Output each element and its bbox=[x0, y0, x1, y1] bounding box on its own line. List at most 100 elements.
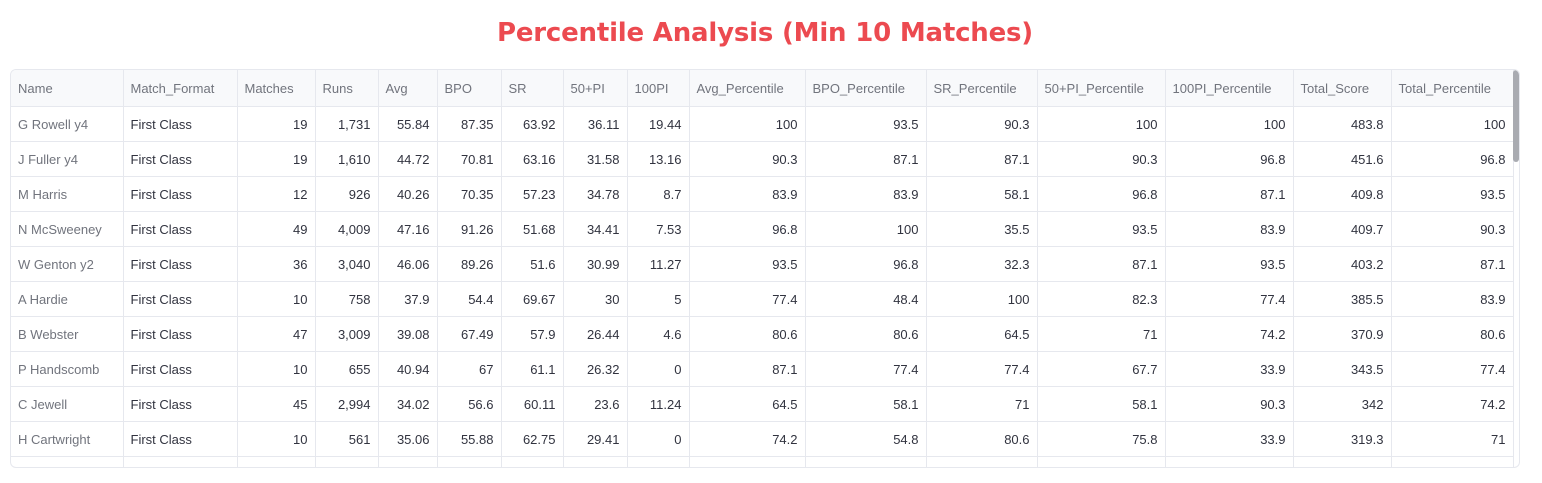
vertical-scrollbar[interactable] bbox=[1513, 70, 1519, 162]
table-cell[interactable]: 80.6 bbox=[926, 421, 1038, 457]
table-cell[interactable] bbox=[501, 456, 564, 467]
table-cell[interactable]: 34.78 bbox=[563, 176, 628, 212]
table-cell[interactable]: 83.9 bbox=[689, 176, 806, 212]
table-cell[interactable]: 451.6 bbox=[1293, 141, 1392, 177]
table-cell[interactable]: 93.5 bbox=[1165, 246, 1294, 282]
table-cell[interactable]: 926 bbox=[315, 176, 379, 212]
table-cell[interactable]: 77.4 bbox=[1391, 351, 1514, 387]
column-header-avg-percentile[interactable]: Avg_Percentile bbox=[689, 70, 806, 107]
table-cell[interactable]: 10 bbox=[237, 281, 316, 317]
table-cell[interactable]: 93.5 bbox=[1037, 211, 1166, 247]
table-cell[interactable]: 100 bbox=[1037, 106, 1166, 142]
table-cell[interactable]: C Jewell bbox=[11, 386, 124, 422]
table-cell[interactable] bbox=[11, 456, 124, 467]
column-header-bpo[interactable]: BPO bbox=[437, 70, 502, 107]
table-cell[interactable]: 56.6 bbox=[437, 386, 502, 422]
table-cell[interactable]: 3,009 bbox=[315, 316, 379, 352]
table-cell[interactable]: 12 bbox=[237, 176, 316, 212]
table-cell[interactable]: 63.16 bbox=[501, 141, 564, 177]
table-cell[interactable]: 35.06 bbox=[378, 421, 438, 457]
column-header-match-format[interactable]: Match_Format bbox=[123, 70, 238, 107]
table-cell[interactable]: 33.9 bbox=[1165, 421, 1294, 457]
table-cell[interactable]: 87.1 bbox=[1037, 246, 1166, 282]
table-cell[interactable]: 45 bbox=[237, 386, 316, 422]
table-cell[interactable]: W Genton y2 bbox=[11, 246, 124, 282]
table-cell[interactable]: 80.6 bbox=[805, 316, 927, 352]
table-cell[interactable]: N McSweeney bbox=[11, 211, 124, 247]
table-cell[interactable]: 5 bbox=[627, 281, 690, 317]
table-cell[interactable]: 47.16 bbox=[378, 211, 438, 247]
data-grid[interactable]: Name Match_Format Matches Runs Avg BPO S… bbox=[10, 69, 1520, 468]
table-row[interactable]: W Genton y2 First Class 36 3,040 46.06 89.26 5… bbox=[11, 246, 1514, 282]
table-row[interactable]: H Cartwright First Class 10 561 35.06 55.88 62… bbox=[11, 421, 1514, 457]
table-cell[interactable]: 64.5 bbox=[689, 386, 806, 422]
table-cell[interactable]: 100 bbox=[805, 211, 927, 247]
table-cell[interactable]: 342 bbox=[1293, 386, 1392, 422]
table-cell[interactable]: 87.1 bbox=[689, 351, 806, 387]
table-cell[interactable]: 32.3 bbox=[926, 246, 1038, 282]
table-cell[interactable]: 40.26 bbox=[378, 176, 438, 212]
table-cell[interactable]: 87.1 bbox=[805, 141, 927, 177]
table-cell[interactable]: 55.88 bbox=[437, 421, 502, 457]
column-header-sr[interactable]: SR bbox=[501, 70, 564, 107]
table-row[interactable]: N McSweeney First Class 49 4,009 47.16 91.26 5… bbox=[11, 211, 1514, 247]
column-header-100pi-percentile[interactable]: 100PI_Percentile bbox=[1165, 70, 1294, 107]
table-cell[interactable] bbox=[805, 456, 927, 467]
table-cell[interactable]: 30 bbox=[563, 281, 628, 317]
table-cell[interactable]: 655 bbox=[315, 351, 379, 387]
table-cell[interactable]: J Fuller y4 bbox=[11, 141, 124, 177]
table-cell[interactable]: 47 bbox=[237, 316, 316, 352]
table-cell[interactable]: 31.58 bbox=[563, 141, 628, 177]
table-row[interactable]: A Hardie First Class 10 758 37.9 54.4 69.67 30 5… bbox=[11, 281, 1514, 317]
table-row[interactable]: P Handscomb First Class 10 655 40.94 67 61.1 26… bbox=[11, 351, 1514, 387]
table-row[interactable] bbox=[11, 456, 1514, 467]
table-cell[interactable]: G Rowell y4 bbox=[11, 106, 124, 142]
table-cell[interactable]: 80.6 bbox=[689, 316, 806, 352]
table-cell[interactable]: A Hardie bbox=[11, 281, 124, 317]
table-cell[interactable] bbox=[689, 456, 806, 467]
table-cell[interactable]: 385.5 bbox=[1293, 281, 1392, 317]
table-cell[interactable]: 90.3 bbox=[689, 141, 806, 177]
table-cell[interactable]: First Class bbox=[123, 386, 238, 422]
table-cell[interactable]: 100 bbox=[926, 281, 1038, 317]
table-cell[interactable]: 4.6 bbox=[627, 316, 690, 352]
table-cell[interactable]: 35.5 bbox=[926, 211, 1038, 247]
table-cell[interactable]: 409.8 bbox=[1293, 176, 1392, 212]
table-cell[interactable]: 93.5 bbox=[1391, 176, 1514, 212]
table-cell[interactable]: First Class bbox=[123, 211, 238, 247]
table-cell[interactable]: 34.02 bbox=[378, 386, 438, 422]
column-header-name[interactable]: Name bbox=[11, 70, 124, 107]
table-cell[interactable]: 54.8 bbox=[805, 421, 927, 457]
column-header-avg[interactable]: Avg bbox=[378, 70, 438, 107]
table-cell[interactable]: 10 bbox=[237, 421, 316, 457]
table-cell[interactable]: 93.5 bbox=[689, 246, 806, 282]
table-cell[interactable]: 96.8 bbox=[805, 246, 927, 282]
table-cell[interactable]: 55.84 bbox=[378, 106, 438, 142]
table-cell[interactable]: 3,040 bbox=[315, 246, 379, 282]
table-cell[interactable]: 61.1 bbox=[501, 351, 564, 387]
table-cell[interactable]: 77.4 bbox=[1165, 281, 1294, 317]
table-cell[interactable]: 58.1 bbox=[1037, 386, 1166, 422]
table-cell[interactable]: 75.8 bbox=[1037, 421, 1166, 457]
table-cell[interactable]: First Class bbox=[123, 106, 238, 142]
table-cell[interactable]: 370.9 bbox=[1293, 316, 1392, 352]
table-cell[interactable]: 90.3 bbox=[1391, 211, 1514, 247]
table-cell[interactable]: 29.41 bbox=[563, 421, 628, 457]
table-cell[interactable]: 319.3 bbox=[1293, 421, 1392, 457]
table-cell[interactable]: 87.1 bbox=[1165, 176, 1294, 212]
table-cell[interactable]: 87.35 bbox=[437, 106, 502, 142]
table-cell[interactable]: 89.26 bbox=[437, 246, 502, 282]
table-cell[interactable]: 87.1 bbox=[1391, 246, 1514, 282]
table-cell[interactable]: 87.1 bbox=[926, 141, 1038, 177]
table-cell[interactable]: 96.8 bbox=[1165, 141, 1294, 177]
table-cell[interactable]: 19.44 bbox=[627, 106, 690, 142]
table-cell[interactable]: First Class bbox=[123, 176, 238, 212]
table-cell[interactable]: 100 bbox=[1165, 106, 1294, 142]
table-cell[interactable]: 10 bbox=[237, 351, 316, 387]
table-cell[interactable]: 80.6 bbox=[1391, 316, 1514, 352]
table-cell[interactable]: 19 bbox=[237, 141, 316, 177]
table-cell[interactable]: 58.1 bbox=[805, 386, 927, 422]
table-cell[interactable]: 33.9 bbox=[1165, 351, 1294, 387]
table-cell[interactable]: First Class bbox=[123, 351, 238, 387]
column-header-50pi[interactable]: 50+PI bbox=[563, 70, 628, 107]
